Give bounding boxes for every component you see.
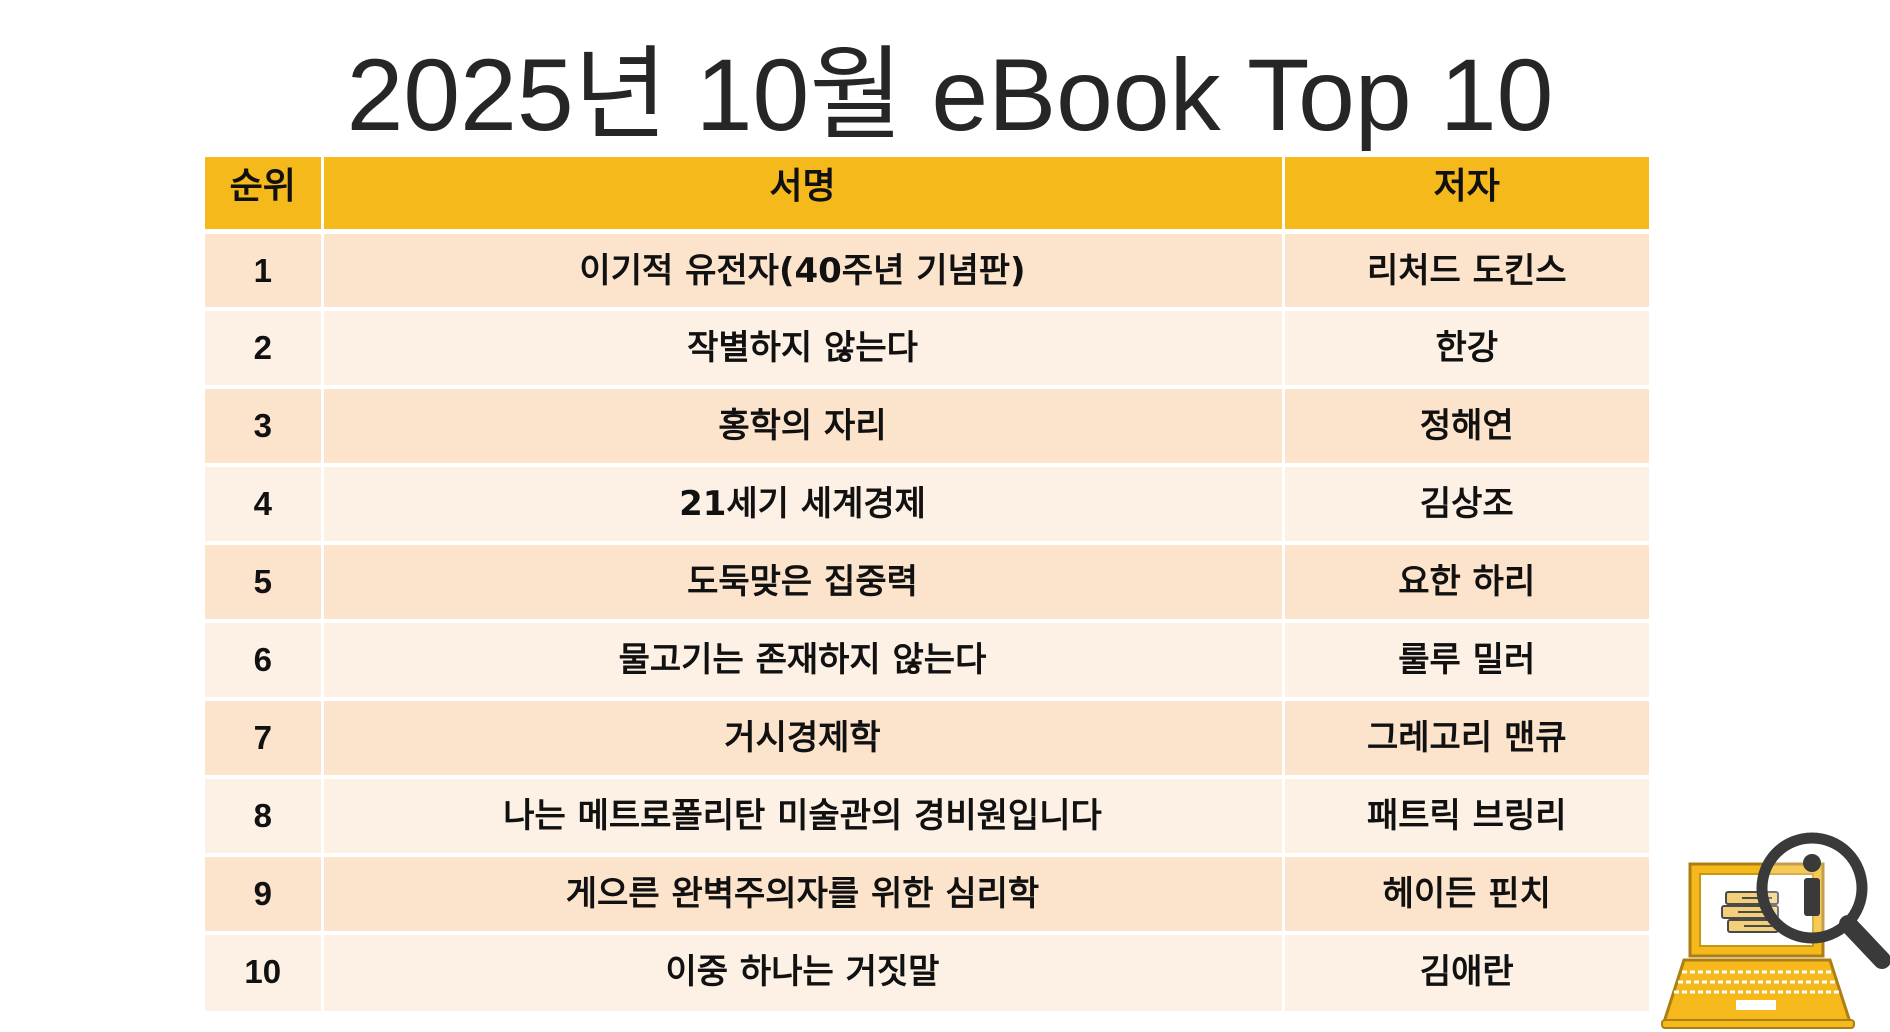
page-title: 2025년 10월 eBook Top 10 xyxy=(346,38,1554,152)
book-title-cell: 21세기 세계경제 xyxy=(322,465,1285,545)
author-cell: 헤이든 핀치 xyxy=(1283,855,1649,935)
table-header-row: 순위 서명 저자 xyxy=(205,157,1649,234)
book-title-cell: 작별하지 않는다 xyxy=(322,309,1285,389)
ebook-ranking-table: 순위 서명 저자 1 이기적 유전자(40주년 기념판) 리처드 도킨스 2 작… xyxy=(205,157,1649,1011)
author-cell: 김애란 xyxy=(1283,933,1649,1011)
book-title-cell: 나는 메트로폴리탄 미술관의 경비원입니다 xyxy=(322,777,1285,857)
table-row: 5 도둑맞은 집중력 요한 하리 xyxy=(205,543,1649,623)
table-row: 3 홍학의 자리 정해연 xyxy=(205,387,1649,467)
rank-cell: 8 xyxy=(205,777,324,857)
table-row: 10 이중 하나는 거짓말 김애란 xyxy=(205,933,1649,1011)
author-cell: 룰루 밀러 xyxy=(1283,621,1649,701)
rank-cell: 5 xyxy=(205,543,324,623)
author-cell: 그레고리 맨큐 xyxy=(1283,699,1649,779)
book-title-cell: 거시경제학 xyxy=(322,699,1285,779)
rank-cell: 7 xyxy=(205,699,324,779)
table-row: 8 나는 메트로폴리탄 미술관의 경비원입니다 패트릭 브링리 xyxy=(205,777,1649,857)
column-header-rank: 순위 xyxy=(205,157,324,234)
rank-cell: 1 xyxy=(205,231,324,311)
book-title-cell: 이중 하나는 거짓말 xyxy=(322,933,1285,1011)
author-cell: 한강 xyxy=(1283,309,1649,389)
rank-cell: 9 xyxy=(205,855,324,935)
author-cell: 김상조 xyxy=(1283,465,1649,545)
column-header-title: 서명 xyxy=(322,157,1285,234)
book-title-cell: 물고기는 존재하지 않는다 xyxy=(322,621,1285,701)
book-title-cell: 홍학의 자리 xyxy=(322,387,1285,467)
author-cell: 패트릭 브링리 xyxy=(1283,777,1649,857)
rank-cell: 3 xyxy=(205,387,324,467)
book-title-cell: 이기적 유전자(40주년 기념판) xyxy=(322,231,1285,311)
table-row: 4 21세기 세계경제 김상조 xyxy=(205,465,1649,545)
rank-cell: 10 xyxy=(205,933,324,1011)
author-cell: 리처드 도킨스 xyxy=(1283,231,1649,311)
laptop-ebook-search-icon xyxy=(1661,832,1890,1029)
rank-cell: 2 xyxy=(205,309,324,389)
table-row: 9 게으른 완벽주의자를 위한 심리학 헤이든 핀치 xyxy=(205,855,1649,935)
book-title-cell: 도둑맞은 집중력 xyxy=(322,543,1285,623)
table-row: 2 작별하지 않는다 한강 xyxy=(205,309,1649,389)
table-row: 7 거시경제학 그레고리 맨큐 xyxy=(205,699,1649,779)
author-cell: 요한 하리 xyxy=(1283,543,1649,623)
author-cell: 정해연 xyxy=(1283,387,1649,467)
rank-cell: 4 xyxy=(205,465,324,545)
table-row: 6 물고기는 존재하지 않는다 룰루 밀러 xyxy=(205,621,1649,701)
rank-cell: 6 xyxy=(205,621,324,701)
column-header-author: 저자 xyxy=(1283,157,1649,234)
table-row: 1 이기적 유전자(40주년 기념판) 리처드 도킨스 xyxy=(205,231,1649,311)
book-title-cell: 게으른 완벽주의자를 위한 심리학 xyxy=(322,855,1285,935)
